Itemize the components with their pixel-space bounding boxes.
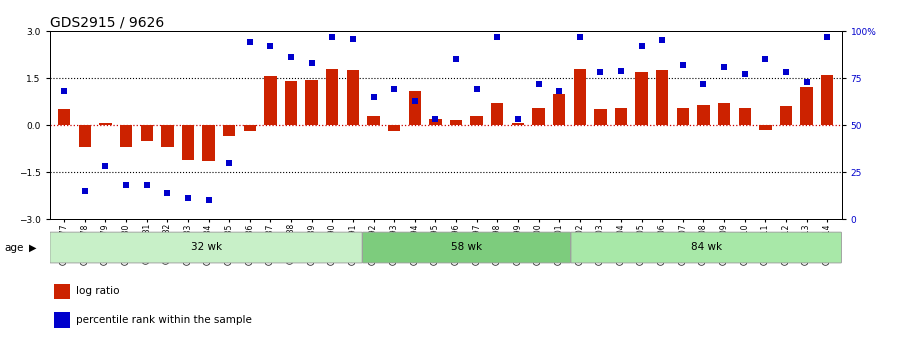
Text: GDS2915 / 9626: GDS2915 / 9626: [50, 16, 164, 30]
Point: [243, 40, 257, 45]
FancyBboxPatch shape: [50, 232, 362, 263]
Point: [387, 87, 402, 92]
Text: 84 wk: 84 wk: [691, 242, 722, 252]
Point: [717, 64, 731, 70]
Point: [201, 197, 215, 203]
Point: [119, 183, 133, 188]
Point: [634, 43, 649, 49]
Point: [758, 57, 773, 62]
Text: percentile rank within the sample: percentile rank within the sample: [75, 315, 252, 325]
Point: [510, 117, 525, 122]
Point: [346, 36, 360, 41]
Point: [531, 81, 546, 87]
Bar: [326, 69, 338, 125]
Bar: [306, 80, 318, 125]
Point: [655, 38, 670, 43]
Point: [222, 160, 236, 166]
Bar: [79, 125, 91, 147]
FancyBboxPatch shape: [363, 232, 570, 263]
Bar: [223, 125, 235, 136]
Point: [57, 88, 71, 94]
Point: [181, 196, 195, 201]
Point: [593, 70, 607, 75]
Bar: [264, 77, 277, 125]
Bar: [677, 108, 689, 125]
Point: [552, 88, 567, 94]
Point: [820, 34, 834, 39]
Point: [696, 81, 710, 87]
Point: [304, 60, 319, 66]
Bar: [203, 125, 214, 161]
Bar: [408, 91, 421, 125]
Text: 32 wk: 32 wk: [191, 242, 222, 252]
Bar: [429, 119, 442, 125]
Point: [407, 98, 422, 104]
Bar: [161, 125, 174, 147]
Bar: [140, 125, 153, 141]
Bar: [450, 120, 462, 125]
Text: ▶: ▶: [29, 243, 36, 253]
Point: [160, 190, 175, 196]
Point: [284, 55, 299, 60]
Point: [263, 43, 278, 49]
Bar: [182, 125, 195, 159]
Text: log ratio: log ratio: [75, 286, 119, 296]
Bar: [738, 108, 751, 125]
Point: [778, 70, 793, 75]
Bar: [635, 72, 648, 125]
Point: [325, 34, 339, 39]
Point: [78, 188, 92, 194]
Point: [367, 94, 381, 100]
Bar: [718, 103, 730, 125]
Bar: [58, 109, 71, 125]
Point: [449, 57, 463, 62]
Bar: [697, 105, 710, 125]
Text: age: age: [5, 243, 24, 253]
FancyBboxPatch shape: [571, 232, 842, 263]
Bar: [656, 70, 669, 125]
Bar: [821, 75, 834, 125]
Bar: [553, 94, 566, 125]
Point: [738, 71, 752, 77]
Bar: [367, 116, 380, 125]
Point: [799, 79, 814, 85]
Point: [428, 117, 443, 122]
Bar: [511, 124, 524, 125]
Text: 58 wk: 58 wk: [451, 242, 482, 252]
Bar: [800, 87, 813, 125]
Bar: [53, 284, 70, 299]
Point: [676, 62, 691, 68]
Bar: [285, 81, 297, 125]
Point: [573, 34, 587, 39]
Bar: [595, 109, 606, 125]
Bar: [119, 125, 132, 147]
Point: [99, 164, 113, 169]
Bar: [614, 108, 627, 125]
Point: [490, 34, 504, 39]
Bar: [780, 106, 792, 125]
Bar: [491, 103, 503, 125]
Bar: [347, 70, 359, 125]
Bar: [532, 108, 545, 125]
Bar: [471, 116, 483, 125]
Point: [139, 183, 154, 188]
Bar: [574, 69, 586, 125]
Point: [470, 87, 484, 92]
Point: [614, 68, 628, 73]
Bar: [759, 125, 772, 130]
Bar: [243, 125, 256, 131]
Bar: [388, 125, 400, 131]
Bar: [53, 313, 70, 328]
Bar: [100, 124, 111, 125]
